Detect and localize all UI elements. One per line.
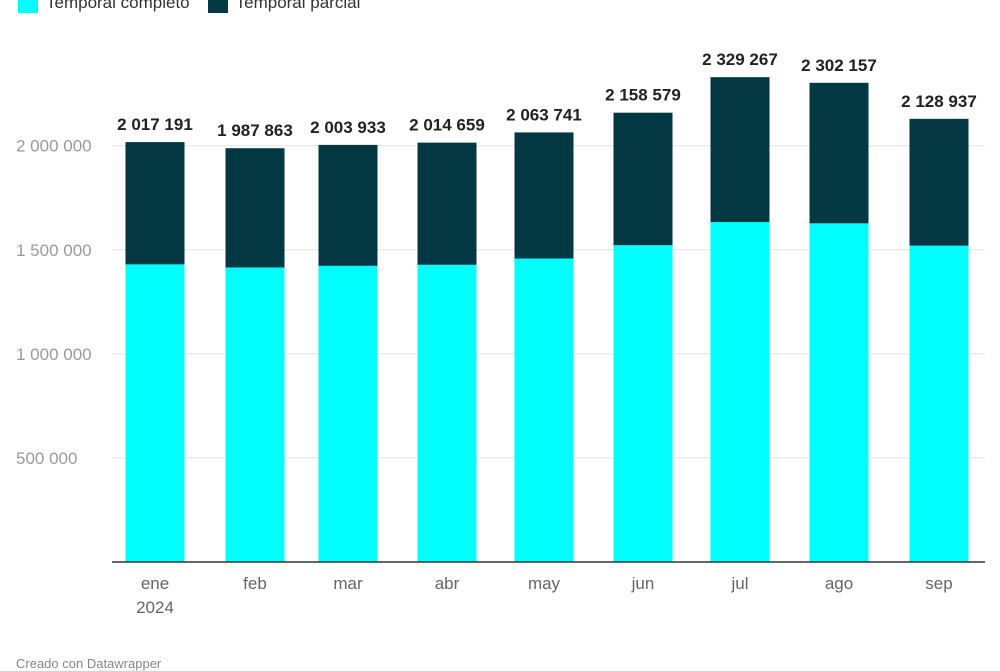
x-tick-label: jun [631, 574, 655, 593]
bar-segment-temporal-parcial [613, 112, 673, 246]
bar-segment-temporal-completo [318, 265, 378, 562]
x-tick-label: jul [730, 574, 748, 593]
legend-swatch-temporal-completo [18, 0, 38, 13]
bar-segment-temporal-parcial [909, 118, 969, 246]
x-tick-label: abr [435, 574, 460, 593]
bar-segment-temporal-parcial [809, 82, 869, 224]
bar-segment-temporal-completo [417, 264, 477, 562]
y-tick-label: 1 500 000 [16, 241, 92, 260]
total-value-label: 2 329 267 [702, 50, 778, 69]
bar-segment-temporal-completo [710, 222, 770, 563]
x-tick-label: feb [243, 574, 267, 593]
x-tick-label: ago [825, 574, 853, 593]
legend-label-temporal-completo: Temporal completo [46, 0, 190, 12]
x-tick-label: may [528, 574, 561, 593]
x-tick-label: ene [141, 574, 169, 593]
total-value-label: 2 063 741 [506, 105, 582, 124]
y-tick-label: 500 000 [16, 449, 77, 468]
bar-segment-temporal-completo [909, 245, 969, 562]
footer-credit: Creado con Datawrapper [16, 656, 162, 671]
legend-label-temporal-parcial: Temporal parcial [235, 0, 361, 12]
total-value-label: 1 987 863 [217, 121, 293, 140]
y-tick-label: 1 000 000 [16, 345, 92, 364]
x-tick-label: mar [333, 574, 363, 593]
bar-segment-temporal-completo [125, 264, 185, 562]
total-value-label: 2 017 191 [117, 115, 193, 134]
total-value-label: 2 302 157 [801, 56, 877, 75]
bar-segment-temporal-completo [809, 223, 869, 562]
bar-segment-temporal-parcial [514, 132, 574, 259]
bar-segment-temporal-completo [225, 267, 285, 562]
legend-swatch-temporal-parcial [207, 0, 228, 13]
y-tick-label: 2 000 000 [16, 137, 92, 156]
bar-segment-temporal-completo [613, 245, 673, 562]
x-tick-label: 2024 [136, 598, 174, 617]
legend-item-temporal-parcial: Temporal parcial [207, 0, 361, 13]
legend-item-temporal-completo: Temporal completo [18, 0, 190, 13]
total-value-label: 2 158 579 [605, 86, 681, 105]
bar-segment-temporal-parcial [225, 148, 285, 268]
total-value-label: 2 128 937 [901, 92, 977, 111]
bar-segment-temporal-parcial [125, 142, 185, 265]
total-value-label: 2 003 933 [310, 118, 386, 137]
bar-segment-temporal-parcial [710, 77, 770, 223]
bar-segment-temporal-completo [514, 258, 574, 562]
bar-segment-temporal-parcial [417, 142, 477, 265]
legend: Temporal completo Temporal parcial [18, 0, 378, 14]
x-tick-label: sep [925, 574, 952, 593]
total-value-label: 2 014 659 [409, 116, 485, 135]
bar-segment-temporal-parcial [318, 144, 378, 266]
